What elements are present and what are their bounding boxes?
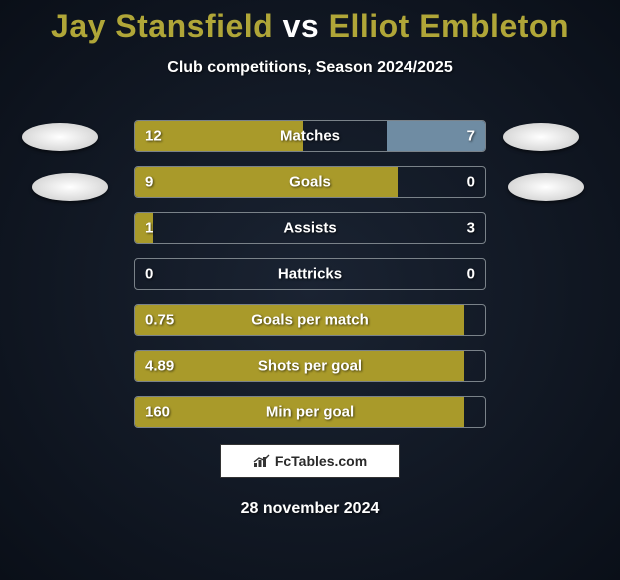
player2-name: Elliot Embleton xyxy=(329,8,569,44)
stat-value-right: 0 xyxy=(467,266,475,283)
stat-label: Hattricks xyxy=(278,266,342,283)
stat-value-left: 12 xyxy=(145,128,162,145)
brand-box[interactable]: FcTables.com xyxy=(220,444,400,478)
stat-label: Assists xyxy=(283,220,336,237)
stat-row: 9 Goals 0 xyxy=(134,166,486,198)
stat-value-left: 9 xyxy=(145,174,153,191)
stats-container: 12 Matches 7 9 Goals 0 1 Assists 3 0 Hattricks 0 0.7… xyxy=(134,120,486,442)
subtitle: Club competitions, Season 2024/2025 xyxy=(0,59,620,77)
stat-row: 1 Assists 3 xyxy=(134,212,486,244)
stat-label: Min per goal xyxy=(266,404,354,421)
stat-row: 160 Min per goal xyxy=(134,396,486,428)
player1-name: Jay Stansfield xyxy=(51,8,273,44)
date-text: 28 november 2024 xyxy=(241,500,380,518)
stat-value-right: 3 xyxy=(467,220,475,237)
club-badge xyxy=(508,173,584,201)
stat-value-right: 0 xyxy=(467,174,475,191)
stat-value-left: 4.89 xyxy=(145,358,174,375)
club-badge xyxy=(503,123,579,151)
stat-value-left: 0 xyxy=(145,266,153,283)
comparison-title: Jay Stansfield vs Elliot Embleton xyxy=(0,0,620,45)
stat-row: 0.75 Goals per match xyxy=(134,304,486,336)
stat-label: Matches xyxy=(280,128,340,145)
club-badge xyxy=(22,123,98,151)
stat-row: 4.89 Shots per goal xyxy=(134,350,486,382)
stat-label: Goals xyxy=(289,174,331,191)
brand-text: FcTables.com xyxy=(275,453,367,469)
club-badge xyxy=(32,173,108,201)
stat-value-right: 7 xyxy=(467,128,475,145)
stat-row: 0 Hattricks 0 xyxy=(134,258,486,290)
vs-text: vs xyxy=(283,8,320,44)
stat-row: 12 Matches 7 xyxy=(134,120,486,152)
stat-label: Goals per match xyxy=(251,312,369,329)
stat-value-left: 1 xyxy=(145,220,153,237)
stat-label: Shots per goal xyxy=(258,358,362,375)
stat-bar-left xyxy=(135,167,398,197)
stat-value-left: 160 xyxy=(145,404,170,421)
chart-icon xyxy=(253,454,271,468)
stat-value-left: 0.75 xyxy=(145,312,174,329)
